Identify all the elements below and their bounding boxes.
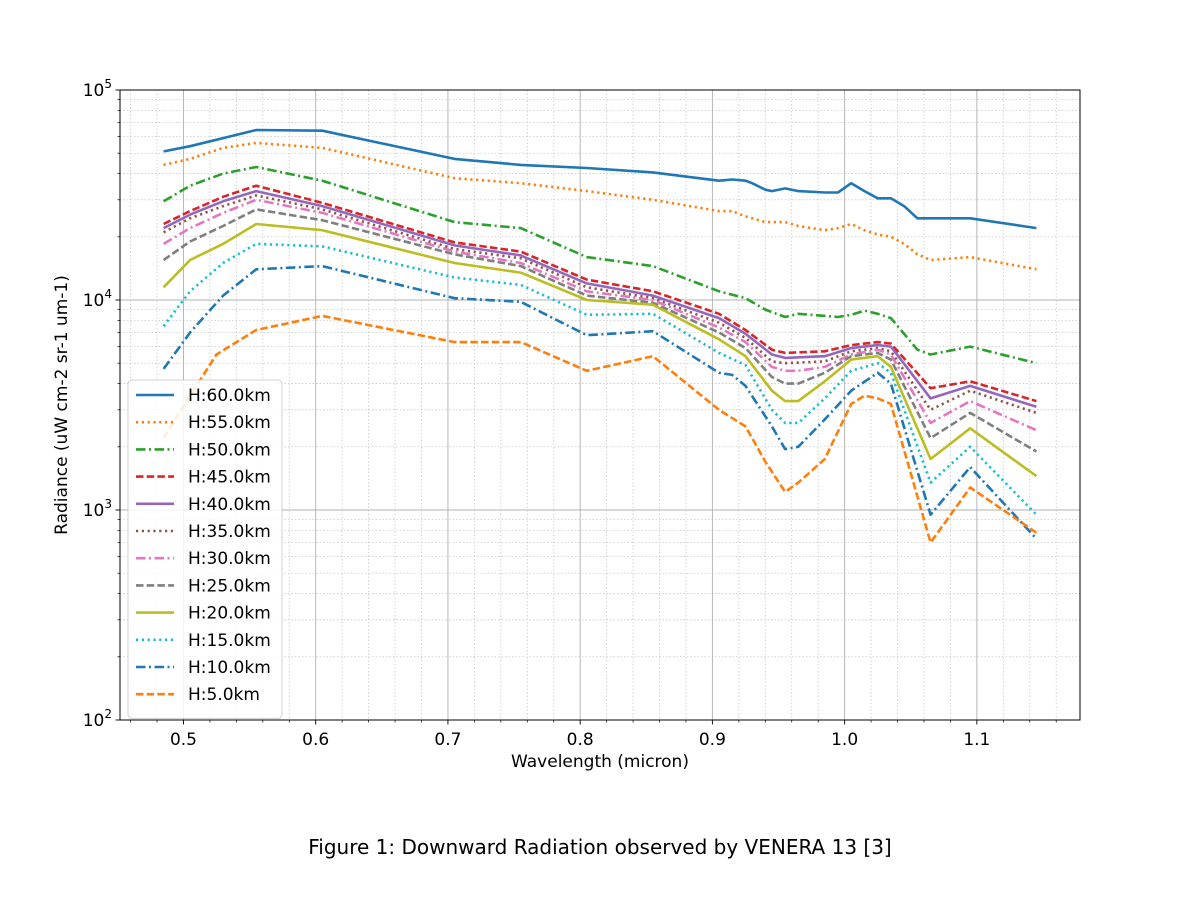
series-line-h-45-0km <box>163 184 1037 403</box>
series-line-h-40-0km <box>163 189 1037 409</box>
series-line-h-25-0km <box>162 208 1038 453</box>
legend-label: H:40.0km <box>188 495 271 515</box>
legend-label: H:55.0km <box>188 413 271 433</box>
radiance-chart: 0.5 0.6 0.7 0.8 0.9 1.0 1.1 102 103 104 105 Wavele… <box>52 77 1081 772</box>
x-tick-label: 0.7 <box>434 730 461 750</box>
x-tick-label: 1.1 <box>963 730 990 750</box>
series-line-h-15-0km <box>162 242 1038 516</box>
y-tick-label: 104 <box>83 287 112 311</box>
series-line-h-20-0km <box>162 222 1038 478</box>
legend-label: H:60.0km <box>188 386 271 406</box>
y-tick-label: 103 <box>83 497 112 521</box>
series-line-h-55-0km <box>163 141 1037 271</box>
series-line-h-35-0km <box>162 194 1037 415</box>
series-line-h-10-0km <box>162 264 1038 540</box>
figure-caption: Figure 1: Downward Radiation observed by… <box>308 835 892 859</box>
series-line-h-30-0km <box>162 198 1037 432</box>
legend-label: H:5.0km <box>188 685 260 705</box>
legend-label: H:35.0km <box>188 522 271 542</box>
x-tick-label: 0.6 <box>302 730 329 750</box>
x-tick-label: 1.0 <box>831 730 858 750</box>
y-tick-label: 102 <box>83 707 112 731</box>
y-tick-label: 105 <box>83 77 112 101</box>
legend-box <box>127 379 283 719</box>
x-tick-label: 0.8 <box>567 730 594 750</box>
legend-label: H:25.0km <box>188 576 271 596</box>
series-line-h-50-0km <box>162 165 1037 365</box>
x-tick-label: 0.5 <box>170 730 197 750</box>
legend-label: H:20.0km <box>188 604 271 624</box>
plot-frame <box>119 89 1081 721</box>
series-lines <box>162 128 1038 544</box>
y-axis-label: Radiance (uW cm-2 sr-1 um-1) <box>52 275 72 535</box>
series-line-h-60-0km <box>163 128 1037 230</box>
legend-label: H:30.0km <box>188 549 271 569</box>
x-tick-label: 0.9 <box>699 730 726 750</box>
series-line-h-5-0km <box>162 314 1038 544</box>
legend-label: H:50.0km <box>188 440 271 460</box>
legend-label: H:45.0km <box>188 468 271 488</box>
x-axis-label: Wavelength (micron) <box>511 752 689 772</box>
legend-label: H:15.0km <box>188 631 271 651</box>
legend-label: H:10.0km <box>188 658 271 678</box>
axis-ticks: 0.5 0.6 0.7 0.8 0.9 1.0 1.1 102 103 104 105 <box>83 77 1057 750</box>
legend: H:60.0km H:55.0km H:50.0km H:45.0km H:40.0km… <box>127 379 283 719</box>
